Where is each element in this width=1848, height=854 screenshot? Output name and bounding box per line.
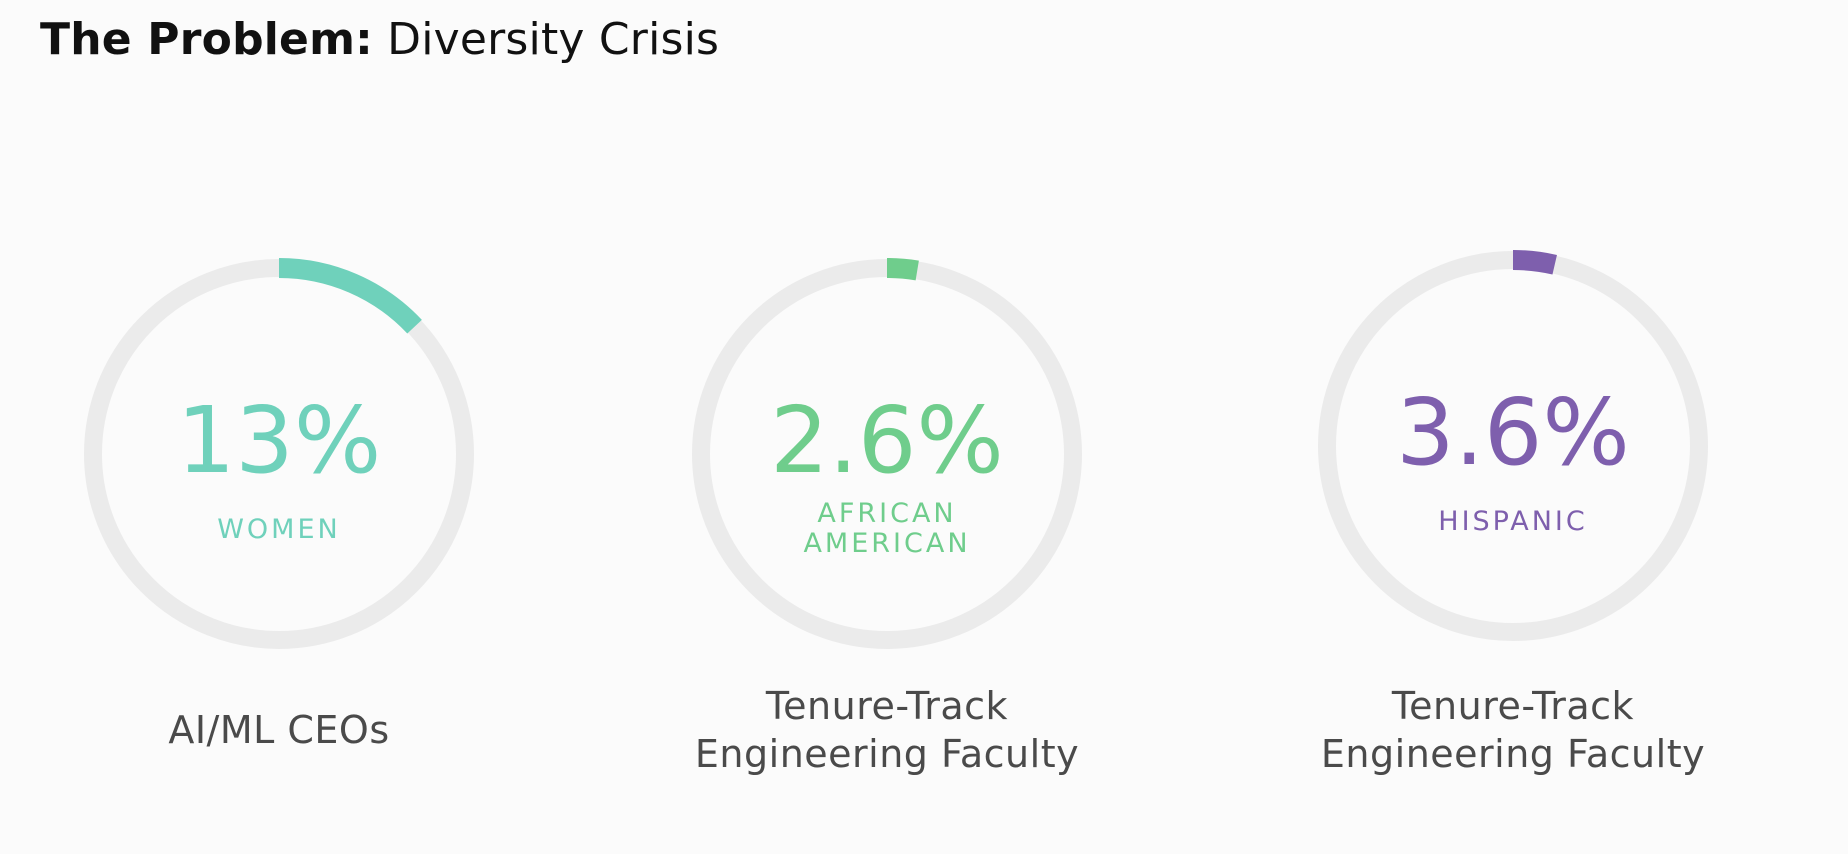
donut-category-label: WOMEN	[217, 514, 341, 545]
donut-percent-label: 3.6%	[1396, 379, 1630, 486]
donut-caption-line: Engineering Faculty	[694, 732, 1080, 776]
donut-caption-line: AI/ML CEOs	[168, 708, 390, 752]
donut-value-arc	[886, 258, 919, 281]
donut-caption-line: Tenure-Track	[765, 684, 1009, 728]
slide-title-bold: The Problem:	[40, 14, 373, 65]
donut-percent-label: 13%	[177, 387, 381, 494]
donut-category-label: AMERICAN	[803, 528, 970, 559]
slide-title: The Problem: Diversity Crisis	[40, 14, 719, 65]
donut-caption-line: Engineering Faculty	[1320, 732, 1706, 776]
donut-value-arc	[278, 258, 422, 334]
donut-caption: AI/ML CEOs	[19, 706, 539, 754]
donut-caption: Tenure-Track Engineering Faculty	[1253, 682, 1773, 778]
donut-caption: Tenure-Track Engineering Faculty	[627, 682, 1147, 778]
donut-caption-line: Tenure-Track	[1391, 684, 1635, 728]
donut-chart-1: 13% WOMEN	[84, 258, 474, 649]
donut-value-arc	[1512, 250, 1557, 275]
donut-percent-label: 2.6%	[770, 387, 1004, 494]
donut-chart-3: 3.6% HISPANIC	[1318, 250, 1708, 641]
donut-category-label: HISPANIC	[1438, 506, 1587, 537]
slide-title-regular: Diversity Crisis	[372, 14, 720, 65]
donut-category-label: AFRICAN	[817, 498, 956, 529]
